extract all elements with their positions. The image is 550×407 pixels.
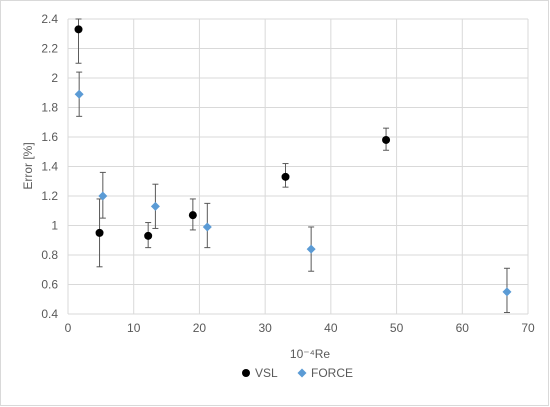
x-tick-label: 70 (521, 321, 535, 335)
force-data-point (74, 89, 84, 99)
force-data-point (202, 222, 212, 232)
force-data-point (306, 244, 316, 254)
y-tick-label: 0.6 (41, 278, 58, 292)
vsl-data-point (74, 25, 83, 34)
legend-item: FORCE (297, 366, 353, 380)
gridlines (67, 18, 529, 315)
legend-marker-circle (242, 369, 250, 377)
x-axis-ticks: 0 10 20 30 40 50 60 70 (65, 321, 535, 335)
y-tick-label: 1.4 (41, 160, 58, 174)
vsl-data-point (188, 211, 197, 220)
y-tick-label: 2.4 (41, 12, 58, 26)
vsl-data-point (281, 172, 290, 181)
legend-label: VSL (255, 366, 278, 380)
legend-marker-diamond (297, 368, 307, 378)
legend-label: FORCE (311, 366, 353, 380)
x-tick-label: 0 (65, 321, 72, 335)
x-tick-label: 20 (193, 321, 207, 335)
y-tick-label: 1.2 (41, 189, 58, 203)
legend: VSL FORCE (242, 366, 353, 380)
y-tick-label: 0.4 (41, 307, 58, 321)
data-markers (74, 25, 512, 297)
y-axis-label: Error [%] (21, 142, 35, 189)
y-tick-label: 0.8 (41, 248, 58, 262)
x-tick-label: 50 (390, 321, 404, 335)
y-tick-label: 2.2 (41, 42, 58, 56)
x-tick-label: 60 (456, 321, 470, 335)
y-tick-label: 1.8 (41, 101, 58, 115)
vsl-data-point (95, 228, 104, 237)
error-bars (75, 18, 510, 314)
x-axis-label: 10⁻⁴Re (290, 347, 331, 361)
x-tick-label: 10 (127, 321, 141, 335)
y-tick-label: 2 (51, 71, 58, 85)
y-tick-label: 1 (51, 219, 58, 233)
x-tick-label: 40 (324, 321, 338, 335)
legend-item: VSL (242, 366, 278, 380)
force-data-point (502, 287, 512, 297)
vsl-data-point (382, 135, 391, 144)
y-tick-label: 1.6 (41, 130, 58, 144)
x-tick-label: 30 (258, 321, 272, 335)
y-axis-ticks: 0.4 0.6 0.8 1 1.2 1.4 1.6 1.8 2 2.2 2.4 (41, 12, 58, 321)
force-data-point (150, 201, 160, 211)
vsl-data-point (144, 231, 153, 240)
force-data-point (98, 191, 108, 201)
